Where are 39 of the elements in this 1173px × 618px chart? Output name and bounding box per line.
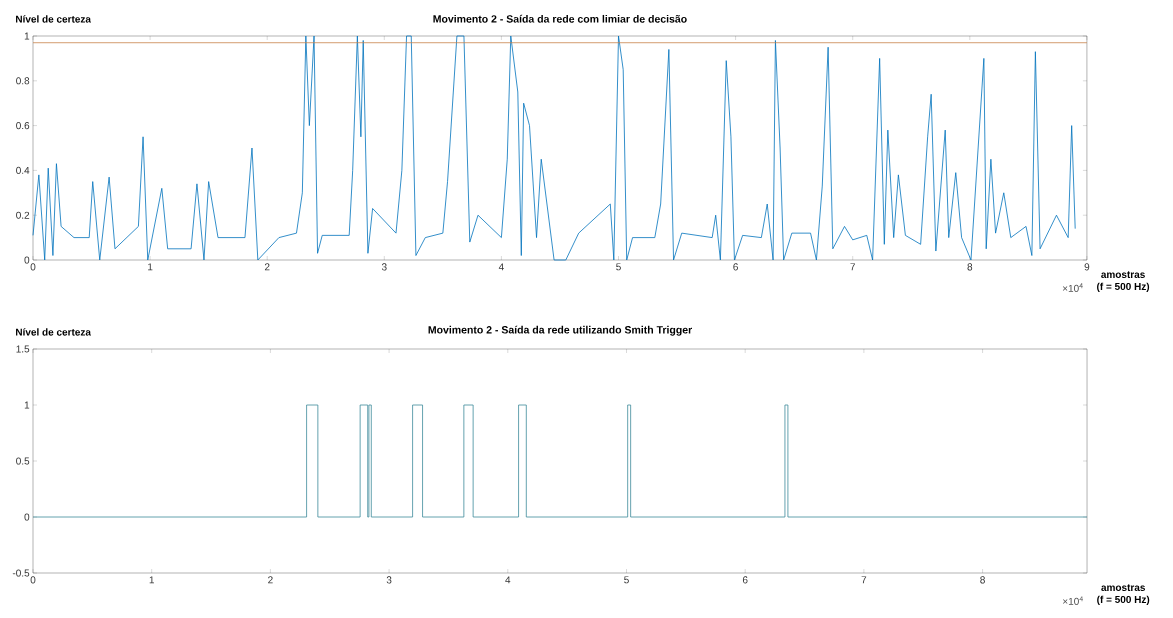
x-tick-label: 0 <box>30 263 36 271</box>
text: ×10$^{4}$ <box>1063 596 1083 605</box>
y-axis-title: Nível de certeza <box>16 328 92 336</box>
y-tick-label: 0.6 <box>16 122 30 130</box>
x-tick-label: 4 <box>498 263 504 271</box>
y-tick-label: 1 <box>24 32 30 40</box>
x-tick-label: 7 <box>861 576 867 584</box>
x-tick-label: 5 <box>624 576 629 584</box>
x-tick-label: 6 <box>733 263 738 271</box>
y-tick-label: 0.2 <box>16 211 30 219</box>
y-tick-label: 1 <box>24 401 30 409</box>
y-tick-label: 0.4 <box>16 166 30 174</box>
chart-title: Movimento 2 - Saída da rede utilizando Smith Trigger <box>428 325 693 336</box>
x-tick-label: 3 <box>381 263 387 271</box>
y-tick-label: 0.8 <box>16 77 30 85</box>
y-tick-label: 0 <box>24 256 30 264</box>
y-tick-label: 1.5 <box>16 345 30 353</box>
y-tick-label: 0 <box>24 513 30 521</box>
y-tick-label: -0.5 <box>12 569 30 577</box>
y-axis-title: Nível de certeza <box>16 15 92 23</box>
x-tick-label: 8 <box>967 263 973 271</box>
x-tick-label: 6 <box>742 576 748 584</box>
text: ×10$^{4}$ <box>1062 283 1083 292</box>
x-axis-title: amostras (f = 500 Hz) <box>1097 271 1150 292</box>
chart-title: Movimento 2 - Saída da rede com limiar de decisão <box>433 14 687 23</box>
line-series <box>32 35 1076 261</box>
x-tick-label: 2 <box>268 576 273 584</box>
x-tick-label: 9 <box>1084 263 1090 271</box>
x-tick-label: 3 <box>386 576 392 584</box>
x-axis-title: amostras (f = 500 Hz) <box>1097 584 1150 605</box>
x-tick-label: 1 <box>149 576 154 584</box>
y-tick-label: 0.5 <box>16 457 30 465</box>
x-tick-label: 1 <box>148 263 153 271</box>
x-tick-label: 4 <box>505 576 511 584</box>
x-tick-label: 0 <box>30 576 36 584</box>
x-tick-label: 5 <box>616 263 621 271</box>
x-tick-label: 2 <box>264 263 270 271</box>
x-tick-label: 8 <box>980 576 985 584</box>
x-tick-label: 7 <box>850 263 855 271</box>
